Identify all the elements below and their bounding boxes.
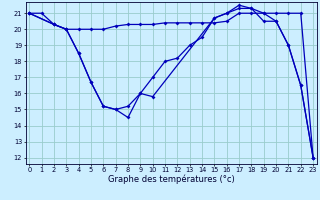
X-axis label: Graphe des températures (°c): Graphe des températures (°c) xyxy=(108,175,235,184)
